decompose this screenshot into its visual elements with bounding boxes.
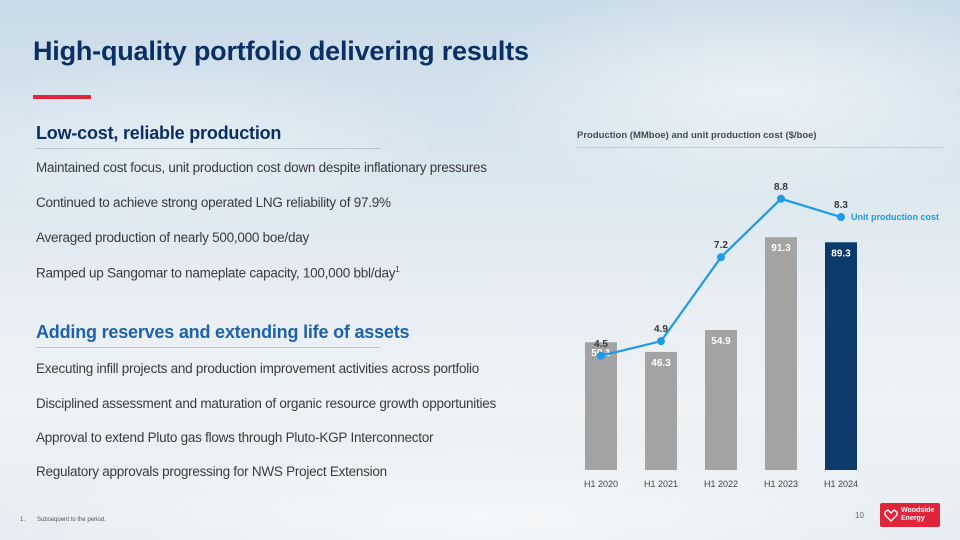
logo-text-line2: Energy [901, 515, 925, 522]
unit-cost-point [837, 213, 845, 222]
bullet-resource-growth: Disciplined assessment and maturation of… [36, 396, 497, 411]
unit-cost-value-label: 8.8 [774, 182, 788, 193]
chart-title-divider [577, 147, 943, 148]
footnote-ref: 1 [395, 265, 400, 274]
footnote-number: 1. [20, 517, 26, 523]
woodside-logo-icon [884, 509, 898, 522]
unit-cost-point [657, 337, 665, 346]
unit-cost-point [597, 351, 605, 360]
bar-value-label: 91.3 [771, 243, 791, 254]
bar-h1-2024 [825, 242, 857, 470]
bullet-lng-reliability: Continued to achieve strong operated LNG… [36, 195, 391, 210]
bullet-infill-projects: Executing infill projects and production… [36, 361, 479, 376]
footnote: 1. Subsequent to the period. [20, 517, 106, 523]
x-axis-tick-label: H1 2021 [644, 479, 678, 489]
unit-cost-point [777, 194, 785, 203]
bar-h1-2023 [765, 237, 797, 470]
bar-h1-2022 [705, 330, 737, 470]
bar-h1-2020 [585, 342, 617, 470]
bullet-pluto-interconnector: Approval to extend Pluto gas flows throu… [36, 430, 434, 445]
x-axis-tick-label: H1 2023 [764, 479, 798, 489]
unit-cost-value-label: 8.3 [834, 200, 848, 211]
unit-cost-value-label: 4.5 [594, 339, 608, 350]
line-legend-label: Unit production cost [851, 212, 939, 222]
section-heading-production: Low-cost, reliable production [36, 123, 282, 143]
unit-cost-value-label: 7.2 [714, 240, 728, 251]
bullet-cost-focus: Maintained cost focus, unit production c… [36, 160, 487, 175]
bullet-sangomar-text: Ramped up Sangomar to nameplate capacity… [36, 265, 396, 281]
bar-value-label: 89.3 [831, 248, 851, 259]
chart-title: Production (MMboe) and unit production c… [577, 130, 817, 141]
section-divider [36, 148, 380, 149]
bullet-nws-extension: Regulatory approvals progressing for NWS… [36, 464, 387, 479]
bar-value-label: 46.3 [651, 358, 671, 369]
bar-h1-2021 [645, 351, 677, 470]
x-axis-tick-label: H1 2024 [824, 479, 858, 489]
unit-cost-value-label: 4.9 [654, 324, 668, 335]
x-axis-tick-label: H1 2022 [704, 479, 738, 489]
unit-cost-point [717, 253, 725, 262]
section-heading-reserves: Adding reserves and extending life of as… [36, 322, 410, 342]
bar-value-label: 54.9 [711, 336, 731, 347]
bullet-production: Averaged production of nearly 500,000 bo… [36, 230, 309, 245]
footnote-text: Subsequent to the period. [37, 517, 106, 523]
page-title: High-quality portfolio delivering result… [33, 36, 529, 66]
section-divider [36, 347, 380, 348]
page-number: 10 [855, 511, 864, 520]
bullet-sangomar: Ramped up Sangomar to nameplate capacity… [36, 265, 400, 281]
title-accent-bar [33, 95, 91, 99]
logo-text-line1: Woodside [901, 507, 935, 514]
x-axis-tick-label: H1 2020 [584, 479, 618, 489]
woodside-logo: Woodside Energy [880, 503, 940, 527]
